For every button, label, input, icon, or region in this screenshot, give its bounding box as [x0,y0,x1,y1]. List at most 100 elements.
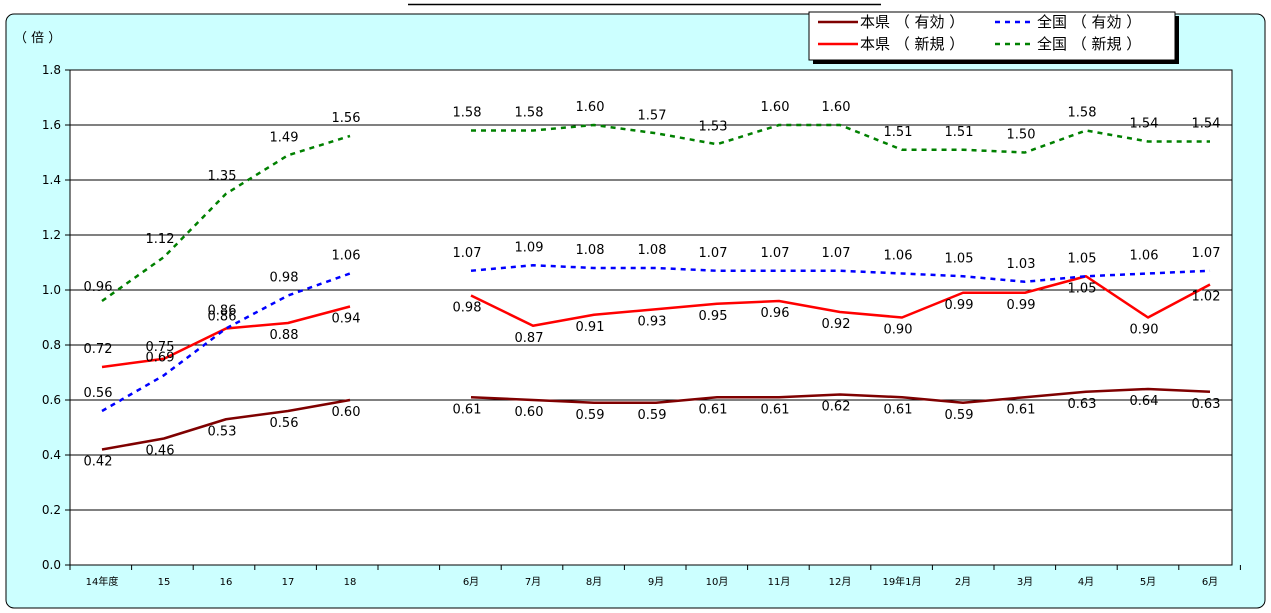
y-tick-label: 1.8 [42,63,61,77]
data-label: 1.05 [945,251,974,266]
series-line [101,398,351,451]
data-label: 0.56 [84,386,113,401]
x-tick-label: 3月 [1017,576,1033,588]
data-label: 0.90 [884,323,913,338]
y-tick-label: 1.6 [42,118,61,132]
x-tick-label: 6月 [463,576,479,588]
data-label: 0.90 [1130,323,1159,338]
data-label: 0.61 [1007,402,1036,417]
data-label: 1.60 [822,100,851,115]
legend-label: 本県 （ 新規 ） [860,35,964,53]
data-label: 0.99 [1007,298,1036,313]
legend-box [808,11,1176,61]
data-label: 0.98 [270,271,299,286]
data-label: 1.50 [1007,128,1036,143]
legend-label: 全国 （ 有効 ） [1037,13,1141,31]
data-label: 0.94 [332,312,361,327]
data-label: 0.53 [208,424,237,439]
y-axis-title: （ 倍 ） [14,31,61,46]
plot-area [69,69,1233,566]
x-tick-label: 6月 [1202,576,1218,588]
x-tick-label: 17 [282,577,295,588]
data-label: 1.51 [884,125,913,140]
x-tick-label: 9月 [648,576,664,588]
y-tick-label: 0.6 [42,393,61,407]
data-label: 0.98 [453,301,482,316]
legend-label: 本県 （ 有効 ） [860,13,964,31]
legend-shadow [813,60,1179,64]
data-label: 0.63 [1068,397,1097,412]
legend-label: 全国 （ 新規 ） [1037,35,1141,53]
x-tick-label: 8月 [586,576,602,588]
data-label: 1.02 [1192,290,1221,305]
x-tick-label: 16 [220,577,233,588]
series-lines [101,123,1211,451]
y-tick-label: 0.0 [42,558,61,572]
data-label: 0.62 [822,400,851,415]
data-label: 0.61 [453,402,482,417]
data-label: 1.60 [761,100,790,115]
x-tick-label: 19年1月 [882,575,921,588]
data-label: 1.07 [699,246,728,261]
series-line [101,305,351,369]
x-tick-label: 18 [344,577,357,588]
data-label: 0.61 [761,402,790,417]
data-label: 1.49 [270,130,299,145]
data-label: 0.86 [208,304,237,319]
data-label: 1.08 [638,243,667,258]
y-tick-label: 0.2 [42,503,61,517]
data-label: 0.93 [638,314,667,329]
data-label: 0.69 [146,350,175,365]
data-label: 1.56 [332,111,361,126]
series-line [470,275,1211,327]
data-label: 1.05 [1068,251,1097,266]
data-labels: 0.42 0.46 0.53 0.56 0.60 0.61 0.60 0.59 0.59 0.61… [84,100,1221,470]
y-tick-label: 1.4 [42,173,61,187]
data-label: 1.58 [1068,106,1097,121]
data-label: 1.12 [146,232,175,247]
data-label: 1.58 [453,106,482,121]
data-label: 1.08 [576,243,605,258]
data-label: 1.35 [208,169,237,184]
x-tick-label: 4月 [1078,576,1094,588]
data-label: 0.59 [576,408,605,423]
data-label: 0.96 [761,306,790,321]
data-label: 0.46 [146,444,175,459]
series-line [470,387,1211,404]
data-label: 1.07 [761,246,790,261]
data-label: 1.54 [1192,117,1221,132]
data-label: 0.72 [84,342,113,357]
x-tick-label: 5月 [1140,576,1156,588]
data-label: 1.58 [515,106,544,121]
data-label: 1.03 [1007,257,1036,272]
data-label: 0.42 [84,455,113,470]
data-label: 0.86 [208,310,237,325]
data-label: 0.60 [332,405,361,420]
data-label: 1.06 [332,249,361,264]
data-label: 0.61 [884,402,913,417]
data-label: 0.96 [84,280,113,295]
data-label: 0.60 [515,405,544,420]
data-label: 1.07 [822,246,851,261]
series-line [470,264,1211,283]
data-label: 1.05 [1068,281,1097,296]
data-label: 0.59 [638,408,667,423]
data-label: 1.60 [576,100,605,115]
data-label: 0.63 [1192,397,1221,412]
data-label: 0.56 [270,416,299,431]
data-label: 1.53 [699,119,728,134]
legend-shadow [1175,16,1179,64]
series-line [101,272,351,413]
data-label: 1.07 [1192,246,1221,261]
data-label: 1.07 [453,246,482,261]
data-label: 0.59 [945,408,974,423]
data-label: 0.88 [270,328,299,343]
x-tick-label: 15 [158,577,171,588]
data-label: 0.87 [515,331,544,346]
y-tick-label: 0.8 [42,338,61,352]
data-label: 1.06 [1130,249,1159,264]
y-tick-label: 1.0 [42,283,61,297]
series-line [101,134,351,303]
x-tick-label: 7月 [525,576,541,588]
